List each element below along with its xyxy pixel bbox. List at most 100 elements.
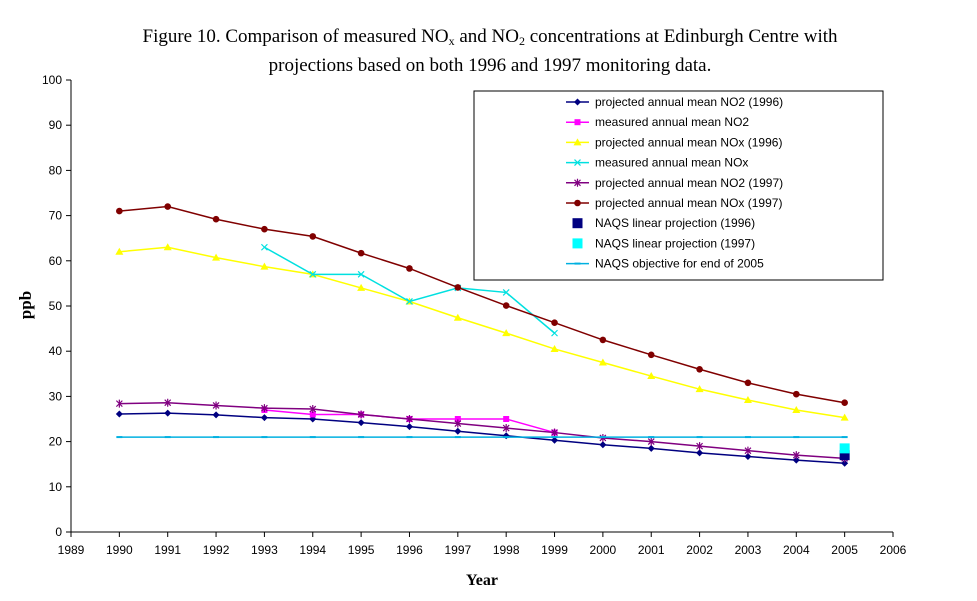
x-tick-label: 2002: [686, 543, 713, 557]
data-point: [574, 98, 581, 106]
series-layer: [115, 203, 850, 467]
data-point: [696, 442, 704, 451]
data-point: [260, 262, 269, 270]
series-line: [119, 412, 845, 465]
legend-item: projected annual mean NOx (1996): [566, 135, 782, 149]
data-point: [574, 178, 581, 187]
data-point: [743, 396, 752, 404]
data-point: [405, 423, 413, 431]
data-point: [792, 405, 801, 413]
chart-title-line-1: Figure 10. Comparison of measured NOx an…: [70, 22, 910, 51]
x-tick-label: 1991: [154, 543, 181, 557]
data-point: [839, 450, 850, 461]
chart-title: Figure 10. Comparison of measured NOx an…: [70, 22, 910, 80]
legend-item: NAQS linear projection (1997): [572, 236, 755, 250]
data-point: [647, 372, 656, 380]
data-point: [260, 414, 268, 422]
title-sub-2: 2: [518, 34, 525, 48]
data-point: [792, 451, 800, 460]
data-point: [309, 270, 317, 278]
legend: projected annual mean NO2 (1996) measured…: [473, 90, 884, 281]
x-tick-label: 2001: [638, 543, 665, 557]
data-point: [357, 419, 365, 427]
data-point: [115, 410, 123, 418]
x-tick-label: 1996: [396, 543, 423, 557]
data-point: [212, 253, 221, 261]
data-point: [309, 405, 317, 414]
data-point: [164, 203, 172, 210]
legend-item: NAQS objective for end of 2005: [566, 257, 764, 271]
series-4: [115, 398, 849, 463]
data-point: [212, 401, 220, 410]
data-point: [502, 424, 510, 433]
x-tick-label: 1999: [541, 543, 568, 557]
data-point: [647, 437, 655, 446]
legend-item: measured annual mean NO2: [566, 115, 749, 129]
x-tick-label: 2006: [880, 543, 907, 557]
y-tick-label: 90: [49, 118, 63, 132]
data-point: [599, 336, 607, 344]
legend-label: measured annual mean NO2: [595, 115, 749, 129]
y-tick-label: 20: [49, 435, 63, 449]
y-tick-label: 70: [49, 209, 63, 223]
data-point: [163, 243, 172, 251]
x-tick-label: 2003: [735, 543, 762, 557]
title-text-b: and NO: [454, 26, 519, 47]
x-tick-label: 1995: [348, 543, 375, 557]
data-point: [696, 365, 703, 373]
data-point: [792, 456, 800, 464]
data-point: [212, 411, 220, 419]
data-point: [599, 441, 607, 449]
series-5: [116, 203, 848, 407]
series-line: [119, 401, 845, 460]
y-tick-label: 100: [42, 73, 62, 87]
data-point: [551, 319, 558, 327]
data-point: [695, 385, 704, 393]
x-tick-label: 1994: [299, 543, 326, 557]
title-text-a: Figure 10. Comparison of measured NO: [142, 26, 449, 47]
x-tick-label: 1993: [251, 543, 278, 557]
data-point: [574, 159, 581, 167]
data-point: [502, 302, 510, 309]
data-point: [574, 199, 581, 207]
axes: 0 10 20 30 40 50 60 70 80 90 100 1989 1990 1991 1992 19…: [42, 73, 907, 557]
x-tick-label: 1997: [444, 543, 471, 557]
data-point: [309, 411, 316, 418]
data-point: [260, 243, 268, 251]
data-point: [309, 233, 317, 240]
data-point: [744, 379, 752, 387]
data-point: [453, 313, 462, 321]
data-point: [551, 428, 558, 437]
data-point: [406, 298, 413, 305]
series-0: [115, 409, 849, 467]
data-point: [164, 398, 172, 407]
legend-item: projected annual mean NO2 (1996): [566, 95, 783, 109]
data-point: [551, 329, 558, 337]
data-point: [744, 453, 752, 461]
series-6: [839, 450, 850, 461]
y-axis-title: ppb: [16, 291, 35, 319]
series-line: [119, 205, 845, 404]
data-point: [647, 444, 655, 452]
legend-item: NAQS linear projection (1996): [572, 216, 755, 230]
legend-box: [473, 90, 884, 281]
x-tick-label: 1989: [58, 543, 85, 557]
legend-label: NAQS linear projection (1996): [595, 216, 755, 230]
title-text-c: concentrations at Edinburgh Centre with: [524, 26, 838, 47]
data-point: [115, 247, 124, 255]
legend-item: measured annual mean NOx: [566, 156, 748, 170]
legend-label: projected annual mean NO2 (1996): [595, 95, 783, 109]
data-point: [212, 215, 220, 223]
data-point: [357, 249, 365, 257]
x-tick-label: 2005: [831, 543, 858, 557]
series-7: [839, 443, 850, 454]
data-point: [841, 459, 849, 467]
data-point: [502, 289, 510, 296]
legend-label: NAQS objective for end of 2005: [595, 257, 764, 271]
data-point: [792, 390, 800, 398]
data-point: [574, 119, 581, 126]
legend-label: NAQS linear projection (1997): [595, 236, 755, 250]
data-point: [357, 270, 365, 278]
legend-item: projected annual mean NOx (1997): [566, 196, 782, 210]
